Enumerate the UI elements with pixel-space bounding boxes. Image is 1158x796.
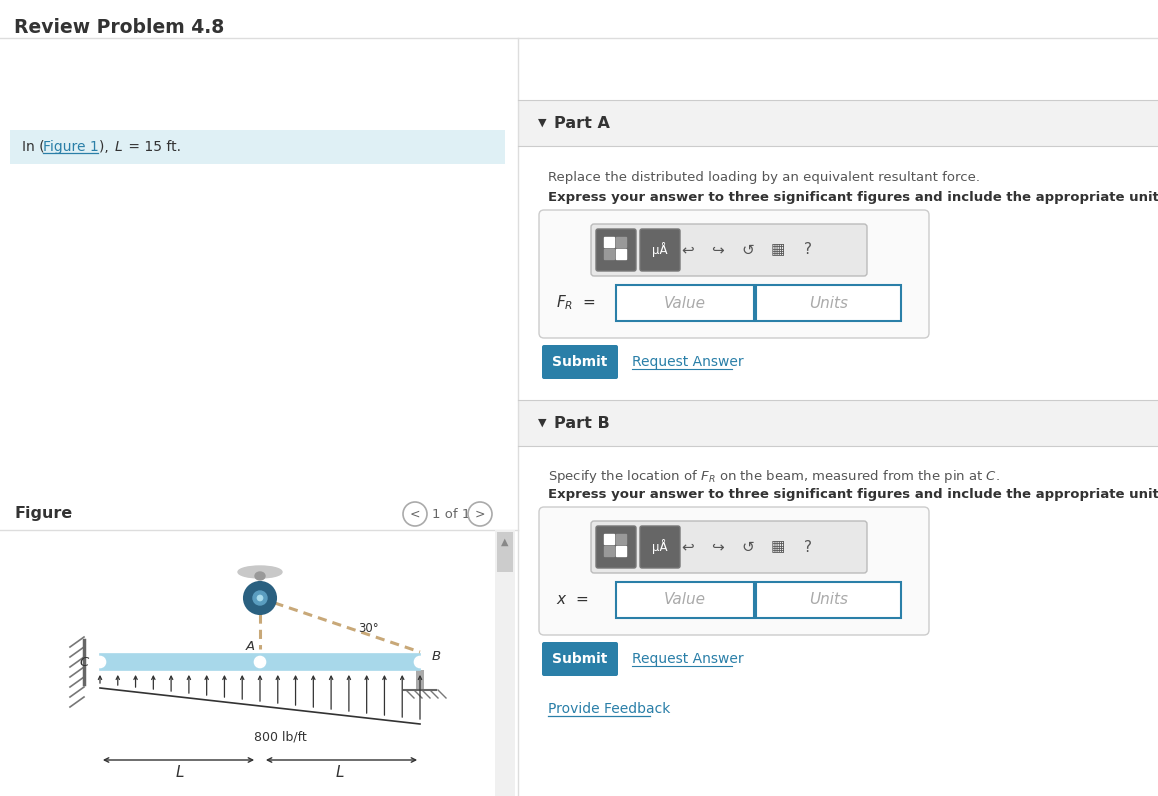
Bar — [604, 546, 614, 556]
Bar — [416, 670, 424, 690]
Bar — [604, 534, 614, 544]
Text: ↩: ↩ — [682, 540, 695, 555]
Text: L: L — [176, 765, 184, 780]
Text: $x$  =: $x$ = — [556, 592, 588, 607]
Text: Replace the distributed loading by an equivalent resultant force.: Replace the distributed loading by an eq… — [548, 171, 980, 184]
Text: In (: In ( — [22, 140, 45, 154]
Text: >: > — [475, 508, 485, 521]
Bar — [616, 582, 754, 618]
Text: Part A: Part A — [554, 115, 610, 131]
Bar — [616, 534, 626, 544]
Text: 30°: 30° — [358, 622, 379, 635]
FancyBboxPatch shape — [538, 210, 929, 338]
Bar — [756, 582, 901, 618]
Text: ↺: ↺ — [741, 243, 754, 257]
Text: Express your answer to three significant figures and include the appropriate uni: Express your answer to three significant… — [548, 191, 1158, 204]
Text: 1 of 1: 1 of 1 — [432, 508, 470, 521]
Text: ↪: ↪ — [712, 540, 725, 555]
Text: μÅ: μÅ — [652, 540, 668, 555]
Text: Request Answer: Request Answer — [632, 652, 743, 666]
Text: L: L — [336, 765, 344, 780]
FancyBboxPatch shape — [640, 526, 680, 568]
FancyBboxPatch shape — [591, 521, 867, 573]
Bar — [616, 546, 626, 556]
Text: Units: Units — [809, 295, 848, 310]
Text: $L$: $L$ — [113, 140, 123, 154]
Circle shape — [252, 591, 267, 605]
Bar — [497, 532, 513, 572]
Text: μÅ: μÅ — [652, 243, 668, 257]
Text: ▦: ▦ — [771, 243, 785, 257]
Bar — [616, 285, 754, 321]
Text: ▼: ▼ — [538, 118, 547, 128]
Bar — [616, 249, 626, 259]
Bar — [604, 249, 614, 259]
FancyBboxPatch shape — [596, 229, 636, 271]
Bar — [518, 100, 1158, 146]
Text: Submit: Submit — [552, 652, 608, 666]
Text: ?: ? — [804, 243, 812, 257]
FancyBboxPatch shape — [591, 224, 867, 276]
Text: <: < — [410, 508, 420, 521]
Text: Provide Feedback: Provide Feedback — [548, 702, 670, 716]
Text: Submit: Submit — [552, 355, 608, 369]
FancyBboxPatch shape — [542, 642, 618, 676]
Text: $F_R$  =: $F_R$ = — [556, 294, 595, 312]
Text: Value: Value — [664, 295, 706, 310]
Bar — [100, 654, 420, 670]
Text: Value: Value — [664, 592, 706, 607]
Circle shape — [255, 657, 265, 668]
Circle shape — [257, 595, 263, 601]
Bar — [756, 285, 901, 321]
Circle shape — [415, 657, 425, 668]
Text: Specify the location of $F_R$ on the beam, measured from the pin at $C$.: Specify the location of $F_R$ on the bea… — [548, 468, 999, 485]
Bar — [10, 130, 505, 164]
Circle shape — [95, 657, 105, 668]
Text: ▦: ▦ — [771, 540, 785, 555]
Text: ↩: ↩ — [682, 243, 695, 257]
Text: Express your answer to three significant figures and include the appropriate uni: Express your answer to three significant… — [548, 488, 1158, 501]
FancyBboxPatch shape — [596, 526, 636, 568]
Text: ↪: ↪ — [712, 243, 725, 257]
Text: A: A — [245, 639, 255, 653]
Ellipse shape — [255, 572, 265, 580]
Circle shape — [244, 582, 276, 614]
FancyBboxPatch shape — [538, 507, 929, 635]
Text: ▲: ▲ — [501, 537, 508, 547]
Text: ?: ? — [804, 540, 812, 555]
Text: Units: Units — [809, 592, 848, 607]
Bar — [616, 237, 626, 247]
Text: = 15 ft.: = 15 ft. — [124, 140, 181, 154]
Bar — [518, 400, 1158, 446]
Bar — [494, 530, 515, 796]
Text: B: B — [432, 650, 441, 664]
Text: Review Problem 4.8: Review Problem 4.8 — [14, 18, 225, 37]
Text: ),: ), — [98, 140, 113, 154]
Text: Part B: Part B — [554, 416, 610, 431]
Text: ↺: ↺ — [741, 540, 754, 555]
Text: Figure: Figure — [14, 506, 72, 521]
Text: 800 lb/ft: 800 lb/ft — [254, 730, 307, 743]
Ellipse shape — [239, 566, 283, 578]
FancyBboxPatch shape — [640, 229, 680, 271]
FancyBboxPatch shape — [542, 345, 618, 379]
Text: Figure 1: Figure 1 — [43, 140, 98, 154]
Text: ▼: ▼ — [538, 418, 547, 428]
Text: Request Answer: Request Answer — [632, 355, 743, 369]
Text: C: C — [80, 657, 89, 669]
Bar — [604, 237, 614, 247]
